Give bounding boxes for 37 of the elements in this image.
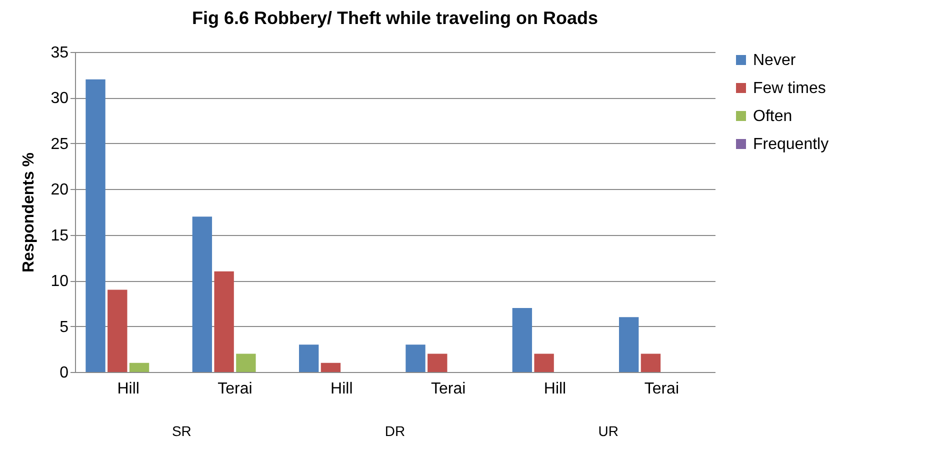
bar — [129, 362, 150, 372]
x-tick-label: Terai — [218, 380, 252, 398]
x-tick-label: Terai — [430, 380, 466, 398]
chart-title: Fig 6.6 Robbery/ Theft while traveling on Roads — [192, 8, 598, 28]
bar — [299, 344, 319, 372]
bar — [512, 308, 532, 372]
x-tick-label: Hill — [330, 380, 353, 398]
y-tick-label: 0 — [60, 364, 69, 382]
y-tick-label: 30 — [50, 90, 69, 108]
y-tick-label: 5 — [60, 318, 69, 336]
bar — [619, 317, 639, 372]
bar — [214, 271, 234, 372]
bar — [534, 354, 554, 372]
y-tick-label: 10 — [50, 273, 69, 290]
legend-label: Frequently — [753, 136, 829, 153]
bar — [406, 344, 426, 372]
text: SR — [172, 423, 192, 439]
bar — [320, 362, 341, 372]
y-tick-label: 20 — [50, 182, 69, 199]
x-tick-label: Hill — [117, 380, 140, 398]
y-tick-label: 15 — [50, 227, 69, 244]
bar — [86, 79, 106, 372]
bar — [192, 216, 212, 372]
x-tick-label: Hill — [544, 380, 566, 398]
legend-label: Never — [753, 52, 796, 69]
legend-label: Often — [753, 108, 792, 125]
text: DR — [384, 423, 406, 439]
legend-label: Few times — [753, 80, 826, 97]
text: UR — [598, 423, 618, 439]
bar — [236, 354, 256, 372]
y-tick-label: 35 — [50, 44, 69, 62]
bar — [428, 354, 448, 372]
y-tick-label: 25 — [50, 136, 69, 153]
bar — [108, 290, 128, 372]
bar — [640, 354, 661, 372]
y-axis-title: Respondents % — [20, 152, 38, 273]
x-tick-label: Terai — [644, 380, 680, 398]
